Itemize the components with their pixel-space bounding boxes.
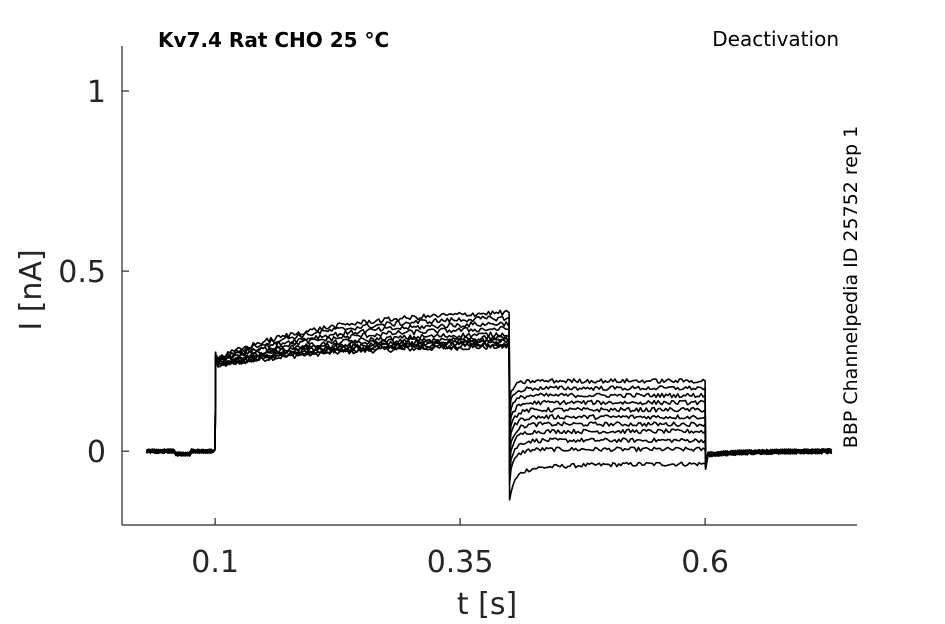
current-trace-2	[145, 342, 832, 485]
x-ticks: 0.1 0.35 0.6	[191, 518, 729, 580]
protocol-label: Deactivation	[712, 27, 839, 51]
y-tick-label: 1	[87, 75, 106, 110]
current-trace-1	[146, 343, 832, 501]
side-label: BBP Channelpedia ID 25752 rep 1	[840, 126, 862, 448]
y-tick-label: 0.5	[58, 255, 106, 290]
current-trace-11	[146, 309, 833, 470]
y-axis-label: I [nA]	[14, 249, 49, 330]
x-axis-label: t [s]	[457, 587, 517, 622]
x-tick-label: 0.6	[681, 545, 729, 580]
y-ticks: 00.51	[58, 75, 129, 470]
current-trace-9	[146, 321, 832, 469]
current-trace-10	[145, 315, 833, 470]
current-trace-6	[145, 334, 833, 467]
x-tick-label: 0.1	[191, 545, 239, 580]
chart-title: Kv7.4 Rat CHO 25 °C	[158, 28, 389, 52]
x-tick-label: 0.35	[427, 545, 494, 580]
traces	[145, 309, 833, 501]
y-tick-label: 0	[87, 435, 106, 470]
